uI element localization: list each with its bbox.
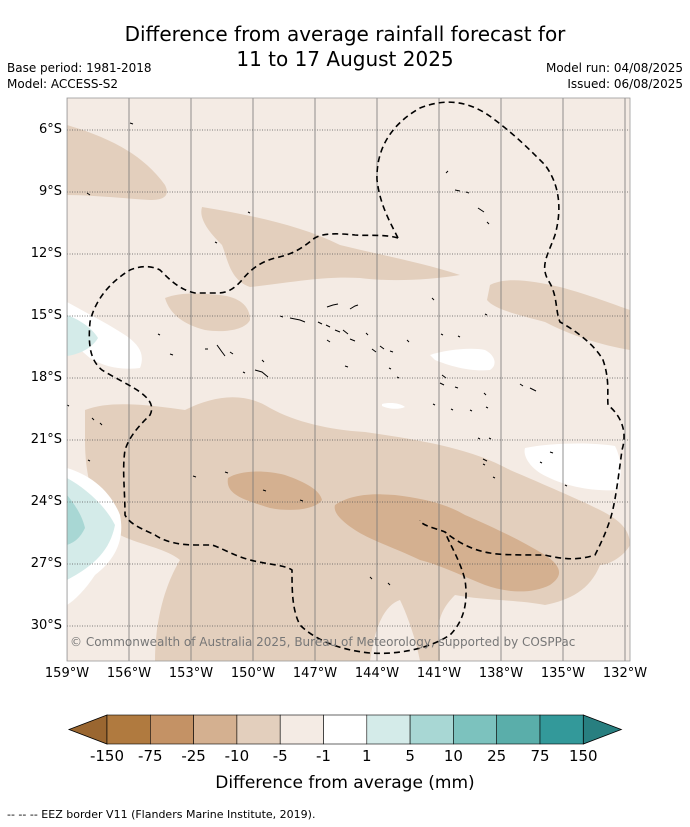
model-name: Model: ACCESS-S2 [7,77,119,91]
longitude-label: 147°W [292,666,338,681]
region-white-west [67,302,142,369]
longitude-label: 135°W [540,666,586,681]
region-white-east [524,443,621,491]
eez-borders [88,101,625,655]
colorbar-tick-label: -10 [225,747,250,765]
longitude-label: 132°W [602,666,648,681]
map-title: Difference from average rainfall forecas… [0,22,690,72]
colorbar-tick-label: 75 [530,747,549,765]
region-light-teal-sw [67,478,115,580]
longitude-label: 141°W [416,666,462,681]
region-mid-brown-25s [334,494,560,592]
region-teal-sw [67,495,85,545]
colorbar-tick-label: 5 [405,747,415,765]
colorbar-box [193,714,238,745]
copyright-note: © Commonwealth of Australia 2025, Bureau… [70,635,576,649]
map-plot-area [67,98,630,661]
region-light-brown-central [201,207,460,287]
base-period: Base period: 1981-2018 [7,61,152,75]
model-run: Model run: 04/08/2025 [545,61,683,75]
latitude-label: 24°S [30,494,62,509]
latitude-label: 15°S [30,308,62,323]
colorbar-tick-label: 10 [444,747,463,765]
region-background-sw [82,590,159,661]
colorbar-box [279,714,324,745]
colorbar-title: Difference from average (mm) [215,773,474,793]
colorbar-tick-label: 25 [487,747,506,765]
region-mid-brown-24s [227,471,322,510]
island-outlines [67,122,568,586]
region-white-small [382,403,405,409]
colorbar-tick-label: -75 [138,747,163,765]
latitude-label: 12°S [30,246,62,261]
colorbar-tick-label: -150 [90,747,124,765]
colorbar-box [150,714,194,745]
longitude-label: 150°W [230,666,276,681]
longitude-label: 138°W [478,666,524,681]
latitude-label: 9°S [38,184,62,199]
colorbar: -150 -75 -25 -10 -5 -1 1 5 10 25 75 150 Difference … [67,714,623,793]
colorbar-tick-label: -25 [181,747,206,765]
longitude-label: 153°W [168,666,214,681]
colorbar-box [106,714,151,745]
latitude-label: 18°S [30,370,62,385]
colorbar-box [323,714,368,745]
latitude-label: 21°S [30,432,62,447]
colorbar-boxes [67,714,623,745]
colorbar-tick-label: -1 [316,747,331,765]
title-line-1: Difference from average rainfall forecas… [124,22,566,46]
longitude-label: 156°W [106,666,152,681]
latitude-label: 27°S [30,556,62,571]
meta-right: Model run: 04/08/2025 Issued: 06/08/2025 [546,60,683,92]
colorbar-ticks: -150 -75 -25 -10 -5 -1 1 5 10 25 75 150 [90,747,598,765]
latitude-label: 30°S [30,618,62,633]
longitude-label: 159°W [44,666,90,681]
colorbar-tick-label: 1 [362,747,372,765]
region-light-brown-15s [165,293,250,332]
colorbar-tick-label: 150 [569,747,598,765]
colorbar-box [539,714,584,745]
latitude-label: 6°S [38,122,62,137]
region-light-brown-nw [67,125,167,200]
longitude-label: 144°W [354,666,400,681]
region-white-17s [430,348,495,371]
meta-left: Base period: 1981-2018 Model: ACCESS-S2 [7,60,152,92]
title-line-2: 11 to 17 August 2025 [236,47,454,71]
colorbar-box [496,714,541,745]
colorbar-box [236,714,281,745]
eez-footer-note: -- -- -- EEZ border V11 (Flanders Marine… [7,808,316,821]
colorbar-tick-label: -5 [273,747,288,765]
colorbar-box [453,714,497,745]
colorbar-max-extend [582,714,623,745]
colorbar-box [366,714,411,745]
colorbar-box [409,714,454,745]
colorbar-min-extend [67,714,108,745]
map-frame [66,97,631,662]
issued-date: Issued: 06/08/2025 [567,77,683,91]
